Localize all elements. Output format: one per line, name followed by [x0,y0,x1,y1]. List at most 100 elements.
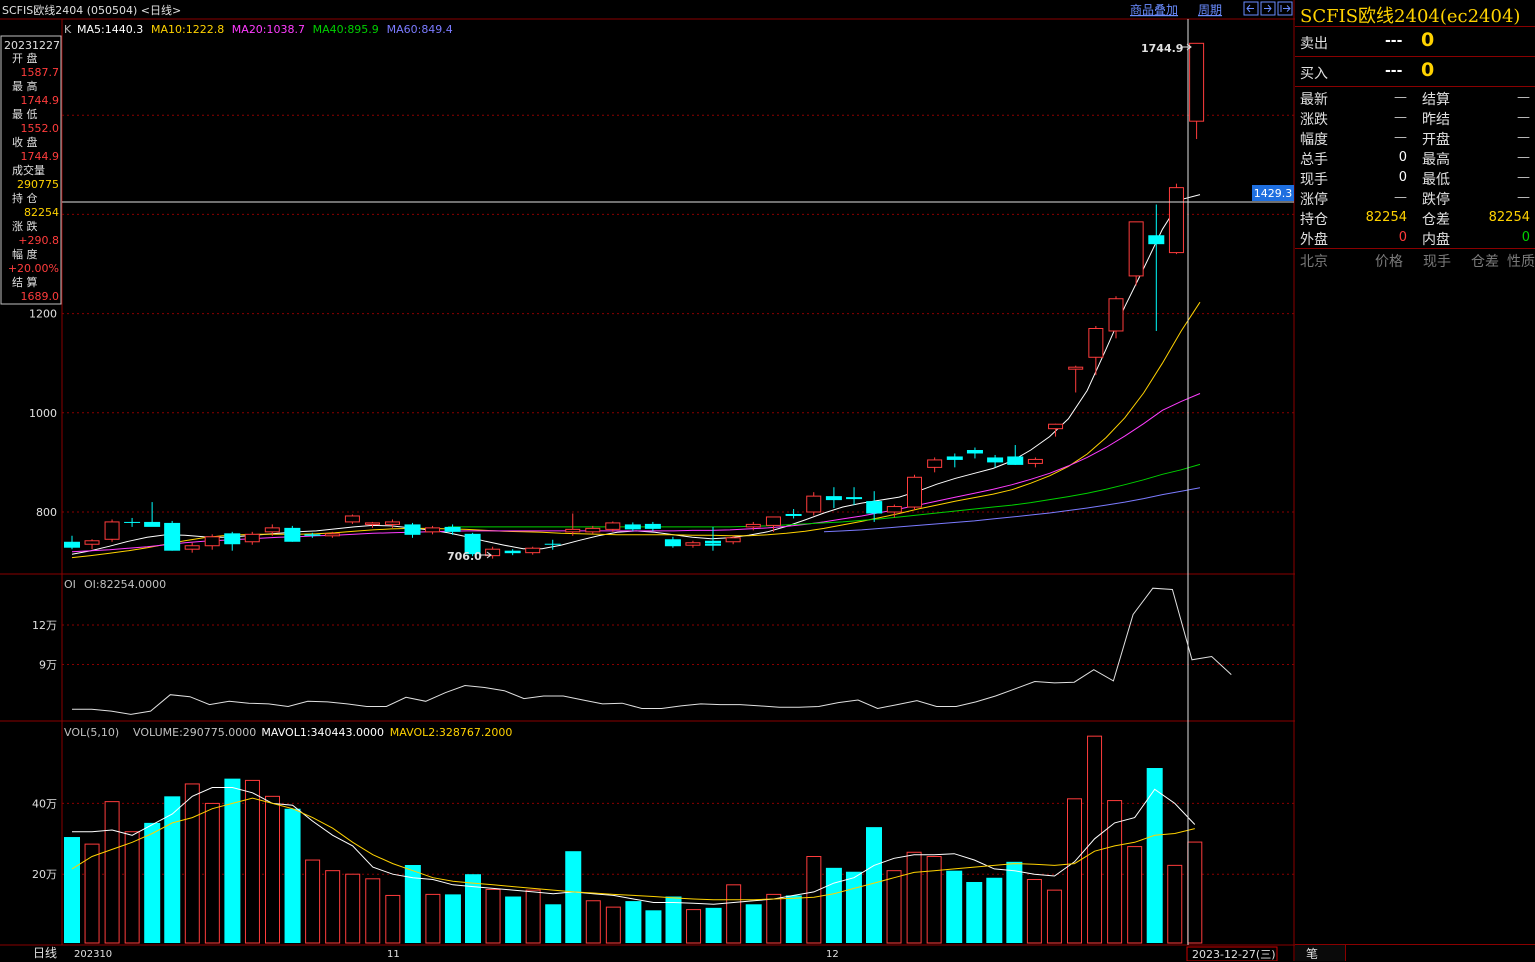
buy-label: 买入 [1300,66,1328,82]
overlay-link[interactable]: 商品叠加 [1130,2,1178,17]
candle-body [1128,221,1144,277]
quote-value: 82254 [1365,210,1407,225]
legend-item: MA60:849.4 [387,23,453,36]
candle [624,522,641,531]
candle [264,524,280,536]
volume-bar [966,881,983,943]
legend-item: MA5:1440.3 [77,23,143,36]
candle-body [745,523,761,528]
volume-bar [665,896,682,943]
quote-label: 开盘 [1422,132,1450,148]
candle [84,539,100,550]
candle-body [1148,235,1165,245]
candle [544,539,561,550]
volume-bar [365,878,381,944]
candle [464,532,481,557]
y-tick: 40万 [32,797,57,810]
candle-body [927,459,943,468]
candle-body [464,533,481,555]
max-price-label: 1744.9 [1141,42,1183,55]
quote-label: 涨停 [1300,192,1328,208]
volume-bar [705,907,722,943]
legend-title: K [64,23,72,36]
candle [866,491,883,522]
candle-body [204,536,220,547]
candle-body [485,548,501,557]
candle-body [1048,423,1064,430]
candle-body [907,476,922,508]
current-date-box [1186,946,1278,961]
quote-value: — [1517,190,1530,205]
quote-label: 结算 [1422,92,1450,108]
period-tab[interactable]: 日线 [33,946,57,960]
tab-ticks[interactable]: 笔 [1295,945,1346,961]
trade-header-time: 北京 [1300,254,1328,270]
nav-right-icon[interactable] [1260,1,1276,16]
volume-bar [545,904,562,943]
volume-bar [325,870,341,944]
info-value: +20.00% [8,262,59,275]
quote-panel: SCFIS欧线2404(ec2404) 卖出 --- 0 买入 --- 0 最新… [1295,0,1535,961]
candle-body [1189,42,1205,122]
candle [644,521,661,531]
chart-title: SCFIS欧线2404 (050504) <日线> [2,3,181,17]
nav-left-icon[interactable] [1243,1,1259,16]
vol-lines [71,787,1196,905]
info-label: 结 算 [12,275,38,289]
exit-icon[interactable] [1277,1,1293,16]
volume-bar [444,894,461,943]
candle [1088,326,1104,376]
quote-value: 0 [1521,230,1530,245]
candle [725,535,741,545]
candle-body [565,528,581,533]
candle [987,454,1004,468]
legend-item: MAVOL2:328767.2000 [390,726,513,739]
volume-bar [1146,768,1163,943]
oi-grid: 12万 9万 [32,619,1294,671]
quote-label: 涨跌 [1300,112,1328,128]
quote-value: — [1517,90,1530,105]
candle-body [64,541,80,548]
candle-body [644,523,661,529]
candle-body [806,495,822,513]
x-tick: 202310 [74,949,112,960]
volume-bar [104,801,120,944]
volume-bar [926,856,942,944]
volume-bar [64,837,80,943]
info-value: 1552.0 [21,122,60,135]
sell-volume: 0 [1421,29,1435,51]
candle-body [846,497,863,500]
k-legend: K MA5:1440.3 MA10:1222.8 MA20:1038.7 MA40:89… [64,23,453,36]
ma-lines [71,194,1201,559]
candle [846,487,863,506]
candle-body [765,516,781,526]
volume-bar [1046,889,1062,944]
candle [64,535,80,550]
period-link[interactable]: 周期 [1198,3,1222,17]
candle-body [725,537,741,543]
y-tick: 1000 [29,407,57,420]
sell-price: --- [1385,33,1403,49]
oi-series-line [72,587,1232,715]
chart-area[interactable]: SCFIS欧线2404 (050504) <日线> 商品叠加 周期 K MA5:1… [0,0,1295,961]
quote-label: 仓差 [1422,212,1450,228]
candle [364,521,380,528]
candle [344,514,360,524]
candle [1168,183,1184,255]
legend-item: MA40:895.9 [313,23,379,36]
volume-bar [645,910,662,943]
info-box [0,35,62,305]
candle-body [886,506,902,513]
info-label: 最 高 [12,79,38,93]
volume-bar [625,901,642,943]
info-value: 1744.9 [21,150,60,163]
candle [705,526,721,546]
y-tick: 9万 [39,658,57,671]
trade-header-oi-change: 仓差 [1471,254,1499,270]
candle-body [525,547,541,554]
candle-body [866,501,883,514]
quote-label: 最低 [1422,172,1450,188]
candle-body [384,521,400,525]
quote-value: — [1394,190,1407,205]
candle [1148,204,1165,331]
